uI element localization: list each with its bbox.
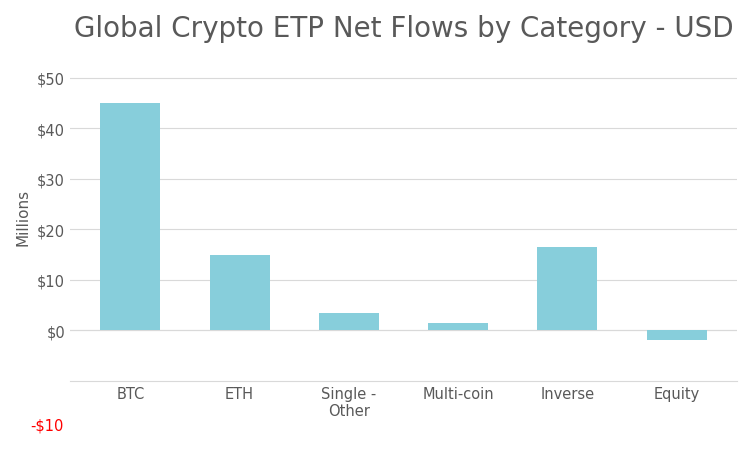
Bar: [538, 248, 597, 331]
Text: -$10: -$10: [30, 418, 63, 433]
Bar: [100, 104, 160, 331]
Bar: [210, 255, 270, 331]
Bar: [428, 323, 488, 331]
Bar: [647, 331, 707, 341]
Bar: [319, 313, 379, 331]
Title: Global Crypto ETP Net Flows by Category - USD: Global Crypto ETP Net Flows by Category …: [74, 15, 733, 43]
Y-axis label: Millions: Millions: [15, 189, 30, 246]
